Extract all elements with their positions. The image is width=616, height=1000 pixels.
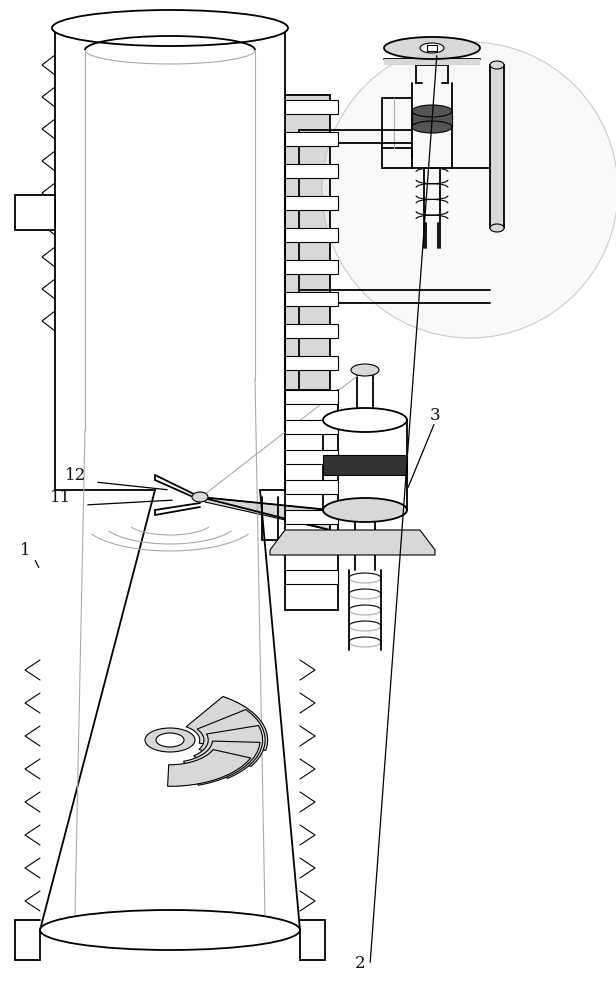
- Polygon shape: [412, 111, 452, 127]
- Ellipse shape: [192, 492, 208, 502]
- Ellipse shape: [420, 43, 444, 53]
- Ellipse shape: [490, 224, 504, 232]
- Polygon shape: [285, 324, 338, 338]
- Ellipse shape: [490, 61, 504, 69]
- Text: 1: 1: [20, 542, 31, 559]
- Polygon shape: [285, 450, 338, 464]
- Polygon shape: [194, 726, 262, 778]
- Polygon shape: [184, 741, 260, 785]
- Polygon shape: [285, 164, 338, 178]
- Polygon shape: [285, 480, 338, 494]
- Ellipse shape: [52, 10, 288, 46]
- Polygon shape: [285, 100, 338, 114]
- Ellipse shape: [384, 37, 480, 59]
- Ellipse shape: [156, 733, 184, 747]
- Polygon shape: [186, 697, 268, 750]
- Polygon shape: [285, 260, 338, 274]
- Polygon shape: [285, 356, 338, 370]
- Ellipse shape: [145, 728, 195, 752]
- Ellipse shape: [412, 105, 452, 117]
- Polygon shape: [15, 195, 55, 230]
- Polygon shape: [285, 390, 338, 404]
- Polygon shape: [285, 228, 338, 242]
- Polygon shape: [285, 570, 338, 584]
- Polygon shape: [200, 497, 330, 530]
- Polygon shape: [270, 530, 435, 555]
- Ellipse shape: [323, 498, 407, 522]
- Text: 11: 11: [50, 489, 71, 506]
- Polygon shape: [285, 196, 338, 210]
- Polygon shape: [427, 45, 437, 51]
- Ellipse shape: [40, 910, 300, 950]
- Polygon shape: [168, 750, 251, 786]
- Ellipse shape: [351, 364, 379, 376]
- Polygon shape: [384, 59, 480, 65]
- Polygon shape: [55, 25, 290, 490]
- Polygon shape: [490, 65, 504, 228]
- Polygon shape: [285, 132, 338, 146]
- Text: 12: 12: [65, 467, 86, 484]
- Polygon shape: [285, 540, 338, 554]
- Polygon shape: [285, 510, 338, 524]
- Polygon shape: [285, 95, 330, 390]
- Polygon shape: [323, 455, 407, 475]
- Ellipse shape: [412, 121, 452, 133]
- Polygon shape: [197, 710, 265, 766]
- Text: 3: 3: [430, 407, 440, 424]
- Text: 2: 2: [355, 955, 366, 972]
- Polygon shape: [285, 420, 338, 434]
- Ellipse shape: [323, 408, 407, 432]
- Circle shape: [322, 42, 616, 338]
- Polygon shape: [285, 292, 338, 306]
